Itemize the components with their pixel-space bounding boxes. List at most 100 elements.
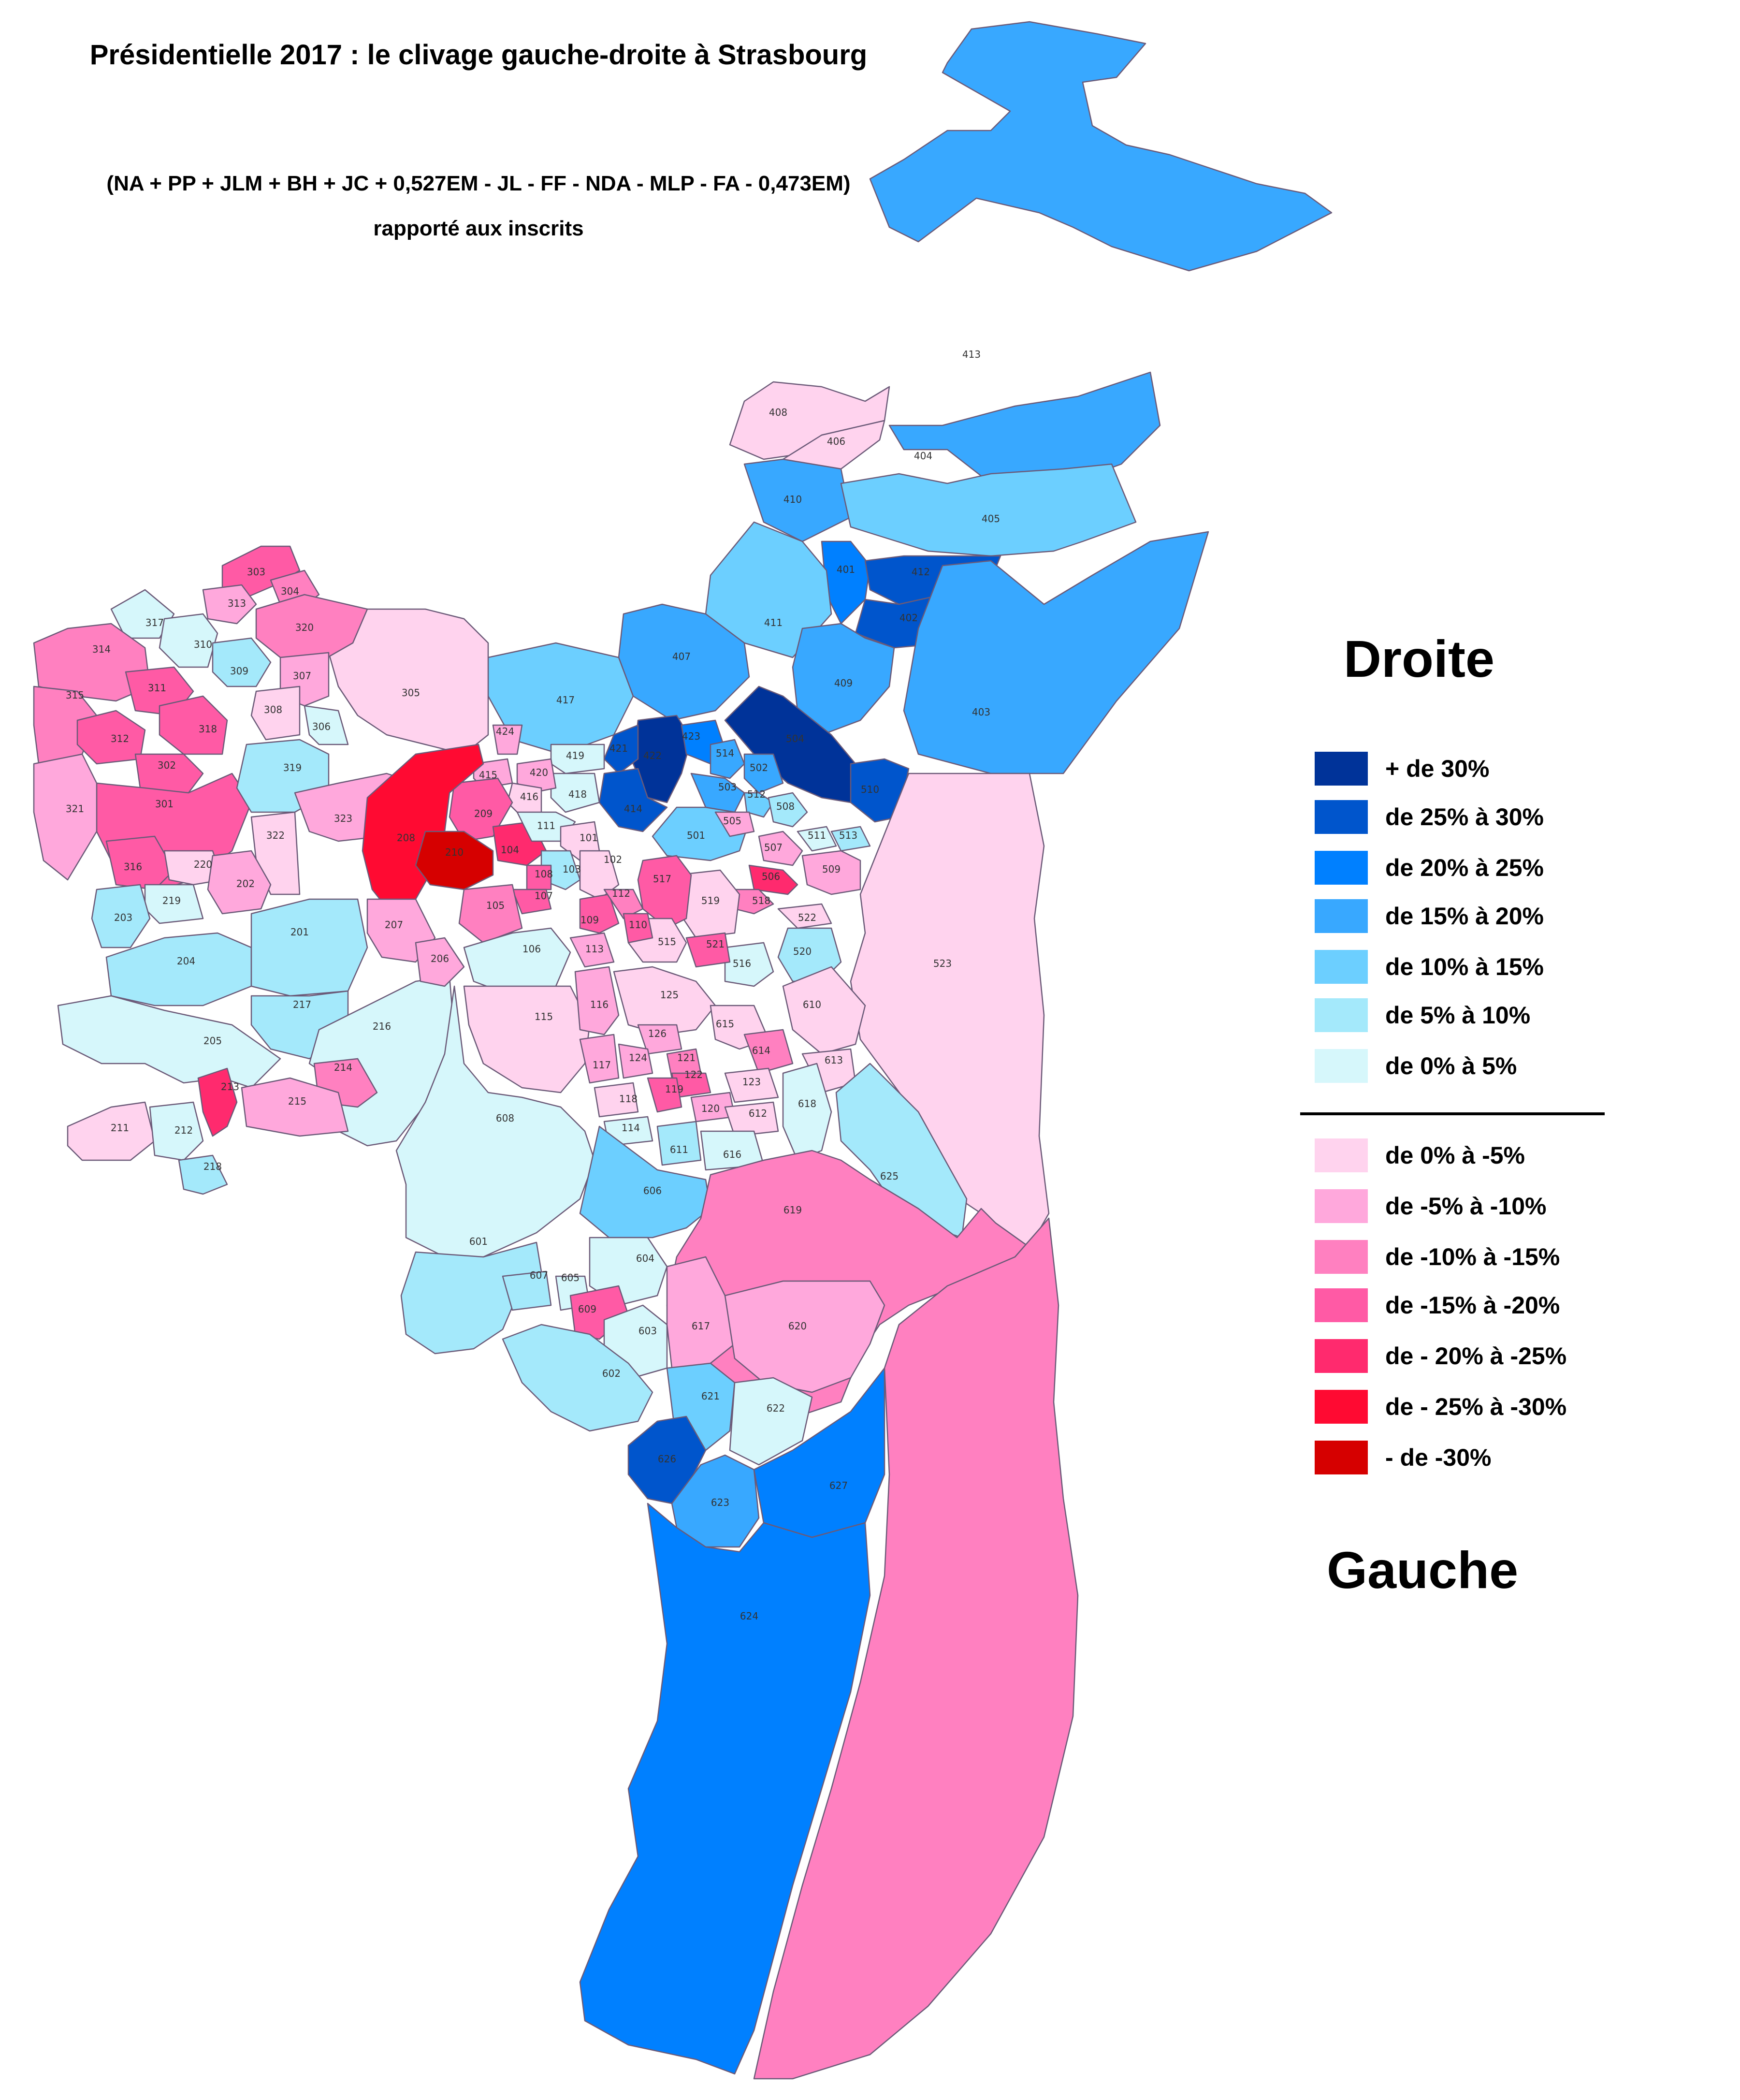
district-label-522: 522 — [798, 912, 816, 923]
district-label-417: 417 — [556, 694, 575, 706]
district-label-418: 418 — [568, 788, 587, 800]
district-509 — [801, 850, 861, 895]
district-label-503: 503 — [718, 781, 737, 793]
district-label-627: 627 — [829, 1480, 848, 1491]
district-508 — [768, 792, 808, 828]
district-308 — [250, 685, 301, 741]
district-624 — [579, 1502, 871, 2075]
district-601 — [400, 1241, 542, 1355]
district-label-204: 204 — [177, 955, 195, 967]
district-606 — [579, 1125, 711, 1239]
district-label-424: 424 — [496, 726, 514, 737]
district-513 — [830, 826, 871, 852]
district-label-119: 119 — [665, 1083, 683, 1095]
district-label-608: 608 — [496, 1112, 514, 1124]
district-612 — [724, 1101, 779, 1137]
district-label-104: 104 — [501, 844, 519, 856]
district-126 — [637, 1024, 682, 1055]
legend-label: de 15% à 20% — [1385, 903, 1544, 930]
district-label-506: 506 — [762, 871, 780, 882]
district-label-209: 209 — [474, 808, 493, 819]
district-label-509: 509 — [822, 863, 841, 875]
district-505 — [714, 811, 755, 837]
legend-swatch — [1315, 1288, 1368, 1322]
district-614 — [743, 1029, 794, 1074]
district-211 — [67, 1101, 156, 1161]
district-label-124: 124 — [629, 1052, 647, 1064]
district-label-118: 118 — [619, 1093, 638, 1105]
district-label-510: 510 — [861, 784, 879, 795]
district-label-106: 106 — [522, 943, 541, 955]
district-label-617: 617 — [692, 1320, 710, 1332]
district-label-523: 523 — [933, 958, 952, 969]
legend-item-droite-4: de 15% à 20% — [1315, 897, 1544, 935]
district-label-521: 521 — [706, 938, 725, 950]
district-label-318: 318 — [199, 723, 217, 735]
district-label-220: 220 — [194, 859, 212, 870]
legend-label: de 0% à 5% — [1385, 1052, 1517, 1079]
district-label-302: 302 — [158, 759, 176, 771]
district-124 — [618, 1043, 653, 1079]
district-label-407: 407 — [672, 651, 691, 662]
district-116 — [574, 966, 620, 1035]
legend-swatch — [1315, 1189, 1368, 1223]
district-label-114: 114 — [622, 1122, 640, 1134]
district-label-319: 319 — [283, 762, 302, 773]
district-label-623: 623 — [711, 1497, 729, 1508]
district-label-516: 516 — [733, 958, 751, 969]
district-306 — [304, 705, 349, 745]
formula: (NA + PP + JLM + BH + JC + 0,527EM - JL … — [106, 172, 851, 195]
district-label-218: 218 — [203, 1161, 222, 1172]
district-label-108: 108 — [535, 868, 553, 880]
district-label-323: 323 — [334, 813, 352, 824]
district-label-415: 415 — [479, 769, 497, 781]
formula-subtitle: rapporté aux inscrits — [373, 217, 584, 240]
district-512 — [743, 792, 774, 818]
district-label-206: 206 — [431, 953, 449, 964]
district-label-304: 304 — [281, 585, 299, 597]
district-label-410: 410 — [783, 494, 802, 505]
district-label-107: 107 — [535, 890, 553, 902]
district-404 — [888, 371, 1161, 484]
district-label-420: 420 — [530, 767, 548, 778]
district-321 — [33, 753, 98, 881]
district-label-615: 615 — [716, 1018, 734, 1030]
district-label-413: 413 — [962, 349, 981, 360]
district-310 — [159, 613, 218, 668]
district-507 — [758, 831, 803, 866]
district-label-621: 621 — [701, 1390, 720, 1402]
legend-label: de 10% à 15% — [1385, 953, 1544, 980]
legend-label: de - 20% à -25% — [1385, 1342, 1567, 1370]
legend-swatch — [1315, 1049, 1368, 1083]
district-label-213: 213 — [221, 1081, 239, 1093]
district-521 — [685, 932, 731, 968]
legend-swatch — [1315, 899, 1368, 933]
district-label-322: 322 — [266, 830, 285, 841]
district-302 — [134, 753, 204, 794]
district-label-307: 307 — [293, 670, 311, 682]
district-117 — [579, 1034, 620, 1084]
legend-item-gauche-1: de 0% à -5% — [1315, 1136, 1525, 1175]
legend-item-droite-3: de 20% à 25% — [1315, 848, 1544, 887]
district-316 — [105, 835, 175, 890]
district-label-109: 109 — [580, 914, 599, 926]
district-503 — [690, 773, 745, 813]
district-label-105: 105 — [486, 900, 505, 911]
district-514 — [710, 739, 745, 779]
district-label-508: 508 — [776, 801, 795, 812]
district-label-605: 605 — [561, 1272, 580, 1283]
district-408 — [729, 381, 890, 460]
district-label-321: 321 — [66, 803, 84, 815]
district-115 — [463, 985, 591, 1094]
district-label-202: 202 — [236, 878, 255, 890]
district-label-613: 613 — [825, 1054, 843, 1066]
district-label-101: 101 — [580, 832, 598, 844]
legend-swatch — [1315, 1240, 1368, 1274]
district-label-310: 310 — [194, 639, 212, 650]
district-label-419: 419 — [566, 750, 584, 761]
district-602 — [502, 1324, 653, 1432]
district-212 — [149, 1101, 204, 1161]
district-309 — [212, 637, 272, 687]
district-617 — [666, 1256, 736, 1369]
